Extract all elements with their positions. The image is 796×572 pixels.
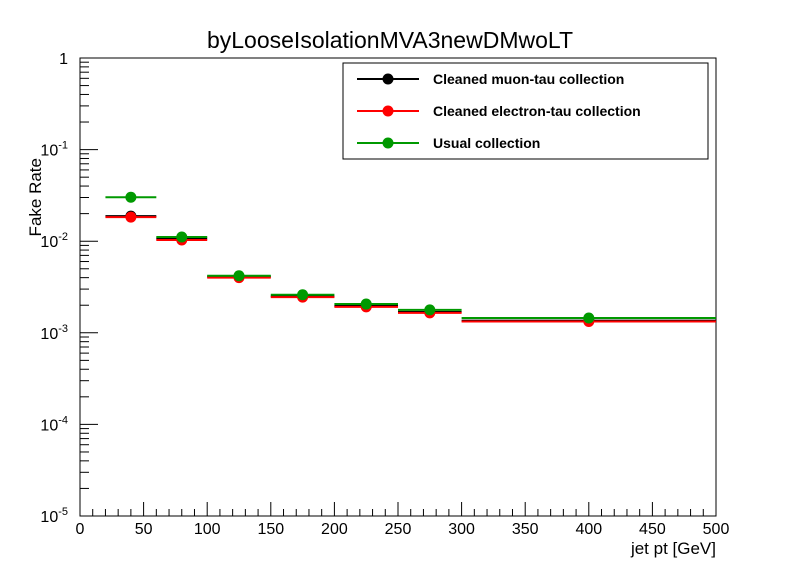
x-tick-label: 150 xyxy=(257,521,284,538)
chart-title: byLooseIsolationMVA3newDMwoLT xyxy=(207,27,573,53)
x-tick-label: 400 xyxy=(575,521,602,538)
y-tick-label: 10-3 xyxy=(40,323,68,343)
y-tick-exponent: -1 xyxy=(58,140,68,152)
legend-marker xyxy=(382,105,394,117)
series-2-point xyxy=(125,211,137,223)
x-tick-label: 100 xyxy=(194,521,221,538)
y-tick-label: 10-1 xyxy=(40,140,68,160)
x-tick-label: 250 xyxy=(385,521,412,538)
x-tick-label: 450 xyxy=(639,521,666,538)
legend-label: Cleaned muon-tau collection xyxy=(433,71,624,87)
x-tick-label: 50 xyxy=(135,521,153,538)
data-series xyxy=(105,191,716,327)
legend-marker xyxy=(382,73,394,85)
y-tick-label: 10-5 xyxy=(40,506,68,526)
legend: Cleaned muon-tau collection Cleaned elect… xyxy=(342,62,709,160)
y-tick-label: 10-4 xyxy=(40,414,68,434)
legend-label: Cleaned electron-tau collection xyxy=(433,103,641,119)
series-3-point xyxy=(424,304,436,316)
x-tick-label: 350 xyxy=(512,521,539,538)
y-tick-exponent: -4 xyxy=(58,414,68,426)
series-3-point xyxy=(176,231,188,243)
series-3-point xyxy=(125,191,137,203)
y-tick-exponent: -5 xyxy=(58,506,68,518)
legend-label: Usual collection xyxy=(433,135,540,151)
x-tick-label: 200 xyxy=(321,521,348,538)
legend-items: Cleaned muon-tau collection Cleaned elect… xyxy=(357,71,641,151)
x-tick-label: 300 xyxy=(448,521,475,538)
series-3-point xyxy=(583,312,595,324)
x-tick-label: 0 xyxy=(76,521,85,538)
y-tick-exponent: -2 xyxy=(58,231,68,243)
legend-marker xyxy=(382,137,394,149)
series-3-point xyxy=(360,298,372,310)
series-3 xyxy=(105,191,716,324)
x-tick-label: 500 xyxy=(703,521,730,538)
x-axis-label: jet pt [GeV] xyxy=(630,539,716,558)
y-tick-label: 1 xyxy=(59,51,68,68)
y-axis-label: Fake Rate xyxy=(26,158,45,236)
series-1 xyxy=(105,210,716,327)
y-tick-exponent: -3 xyxy=(58,323,68,335)
series-3-point xyxy=(233,270,245,282)
series-3-point xyxy=(297,289,309,301)
